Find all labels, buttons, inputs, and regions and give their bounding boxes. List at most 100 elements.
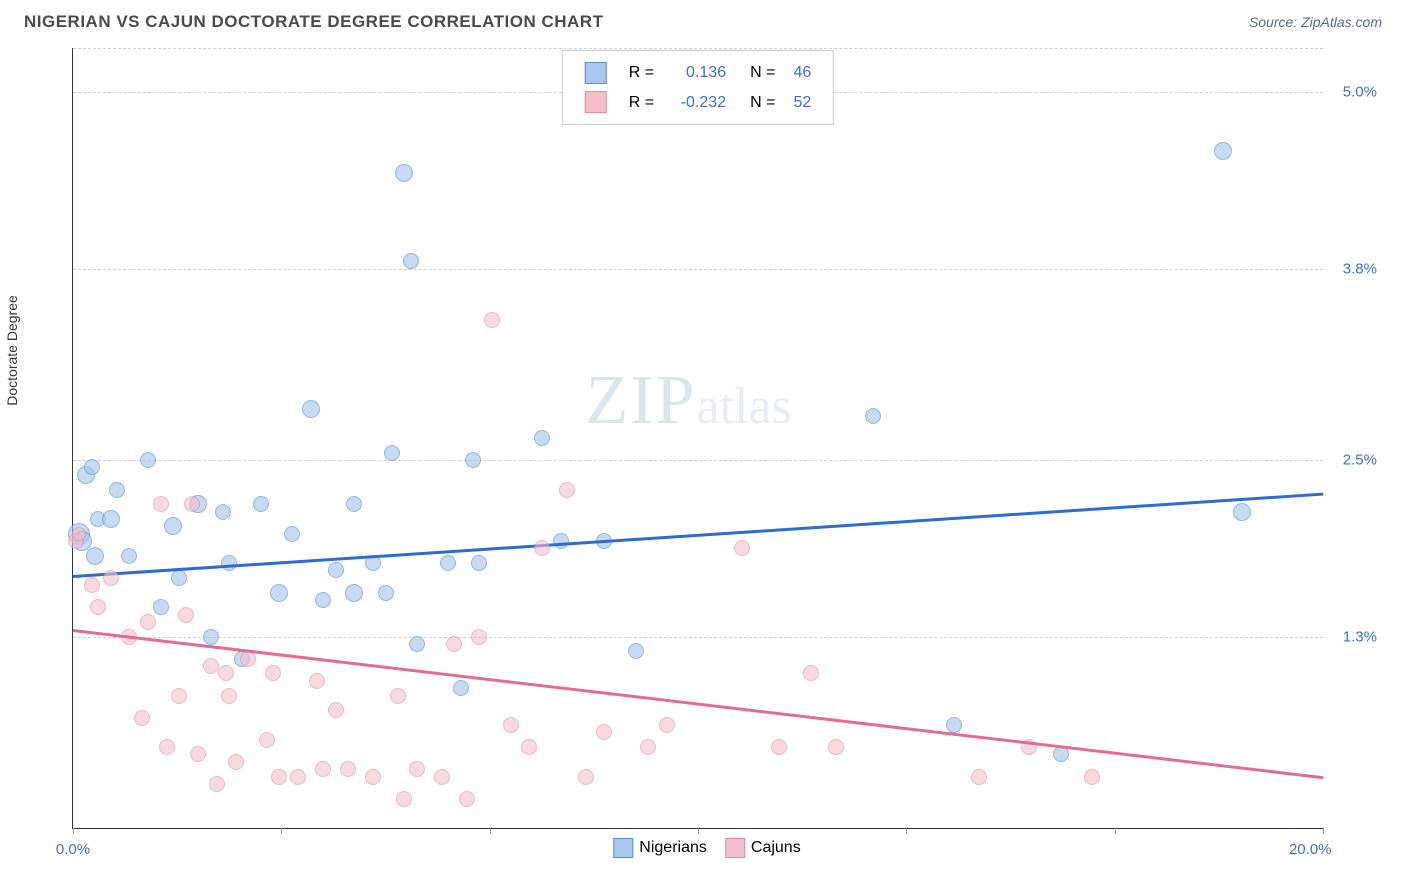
data-point xyxy=(453,680,469,696)
data-point xyxy=(221,688,237,704)
data-point xyxy=(521,739,537,755)
data-point xyxy=(86,547,104,565)
data-point xyxy=(396,791,412,807)
data-point xyxy=(503,717,519,733)
r-value: -0.232 xyxy=(664,89,734,117)
series-legend: Nigerians Cajuns xyxy=(595,838,800,858)
legend-label: Cajuns xyxy=(751,839,801,856)
legend-swatch xyxy=(725,838,745,858)
data-point xyxy=(365,769,381,785)
data-point xyxy=(471,555,487,571)
data-point xyxy=(1053,746,1069,762)
r-label: R = xyxy=(621,89,662,117)
data-point xyxy=(302,400,320,418)
data-point xyxy=(403,253,419,269)
y-axis-label: Doctorate Degree xyxy=(4,295,20,406)
data-point xyxy=(628,643,644,659)
data-point xyxy=(378,585,394,601)
data-point xyxy=(384,445,400,461)
data-point xyxy=(134,710,150,726)
data-point xyxy=(328,562,344,578)
data-point xyxy=(265,665,281,681)
data-point xyxy=(465,452,481,468)
data-point xyxy=(534,430,550,446)
data-point xyxy=(209,776,225,792)
y-tick-label: 5.0% xyxy=(1343,84,1377,101)
watermark: ZIPatlas xyxy=(586,361,792,441)
source-attribution: Source: ZipAtlas.com xyxy=(1249,14,1382,30)
n-label: N = xyxy=(736,59,783,87)
legend-label: Nigerians xyxy=(639,839,707,856)
data-point xyxy=(171,688,187,704)
data-point xyxy=(315,592,331,608)
data-point xyxy=(84,577,100,593)
legend-swatch xyxy=(585,91,607,113)
data-point xyxy=(84,459,100,475)
y-tick-label: 2.5% xyxy=(1343,452,1377,469)
chart-title: NIGERIAN VS CAJUN DOCTORATE DEGREE CORRE… xyxy=(24,12,603,32)
data-point xyxy=(259,732,275,748)
x-tick-mark xyxy=(1323,828,1324,834)
data-point xyxy=(121,548,137,564)
data-point xyxy=(178,607,194,623)
data-point xyxy=(159,739,175,755)
x-tick-mark xyxy=(490,828,491,834)
data-point xyxy=(390,688,406,704)
x-tick-mark xyxy=(281,828,282,834)
n-value: 46 xyxy=(785,59,819,87)
n-label: N = xyxy=(736,89,783,117)
data-point xyxy=(153,599,169,615)
data-point xyxy=(828,739,844,755)
data-point xyxy=(803,665,819,681)
data-point xyxy=(203,629,219,645)
data-point xyxy=(290,769,306,785)
data-point xyxy=(153,496,169,512)
data-point xyxy=(164,517,182,535)
data-point xyxy=(345,584,363,602)
data-point xyxy=(109,482,125,498)
data-point xyxy=(1084,769,1100,785)
y-tick-label: 3.8% xyxy=(1343,260,1377,277)
legend-swatch xyxy=(613,838,633,858)
data-point xyxy=(446,636,462,652)
header: NIGERIAN VS CAJUN DOCTORATE DEGREE CORRE… xyxy=(0,0,1406,38)
data-point xyxy=(271,769,287,785)
x-tick-mark xyxy=(1115,828,1116,834)
data-point xyxy=(184,496,200,512)
data-point xyxy=(471,629,487,645)
gridline xyxy=(73,48,1323,49)
data-point xyxy=(315,761,331,777)
x-tick-mark xyxy=(73,828,74,834)
data-point xyxy=(228,754,244,770)
plot-area: 1.3%2.5%3.8%5.0%0.0%20.0%ZIPatlasR =0.13… xyxy=(72,48,1323,829)
data-point xyxy=(270,584,288,602)
data-point xyxy=(434,769,450,785)
x-tick-mark xyxy=(698,828,699,834)
data-point xyxy=(484,312,500,328)
data-point xyxy=(309,673,325,689)
gridline xyxy=(73,637,1323,638)
x-tick-label: 20.0% xyxy=(1289,841,1332,858)
data-point xyxy=(1233,503,1251,521)
data-point xyxy=(340,761,356,777)
data-point xyxy=(171,570,187,586)
data-point xyxy=(215,504,231,520)
data-point xyxy=(253,496,269,512)
data-point xyxy=(203,658,219,674)
n-value: 52 xyxy=(785,89,819,117)
trend-line xyxy=(73,629,1323,779)
data-point xyxy=(946,717,962,733)
data-point xyxy=(102,510,120,528)
data-point xyxy=(596,724,612,740)
data-point xyxy=(459,791,475,807)
data-point xyxy=(90,599,106,615)
gridline xyxy=(73,269,1323,270)
data-point xyxy=(553,533,569,549)
data-point xyxy=(865,408,881,424)
x-tick-label: 0.0% xyxy=(56,841,90,858)
data-point xyxy=(140,614,156,630)
chart-area: Doctorate Degree 1.3%2.5%3.8%5.0%0.0%20.… xyxy=(24,38,1382,868)
y-tick-label: 1.3% xyxy=(1343,628,1377,645)
data-point xyxy=(734,540,750,556)
data-point xyxy=(72,527,86,541)
